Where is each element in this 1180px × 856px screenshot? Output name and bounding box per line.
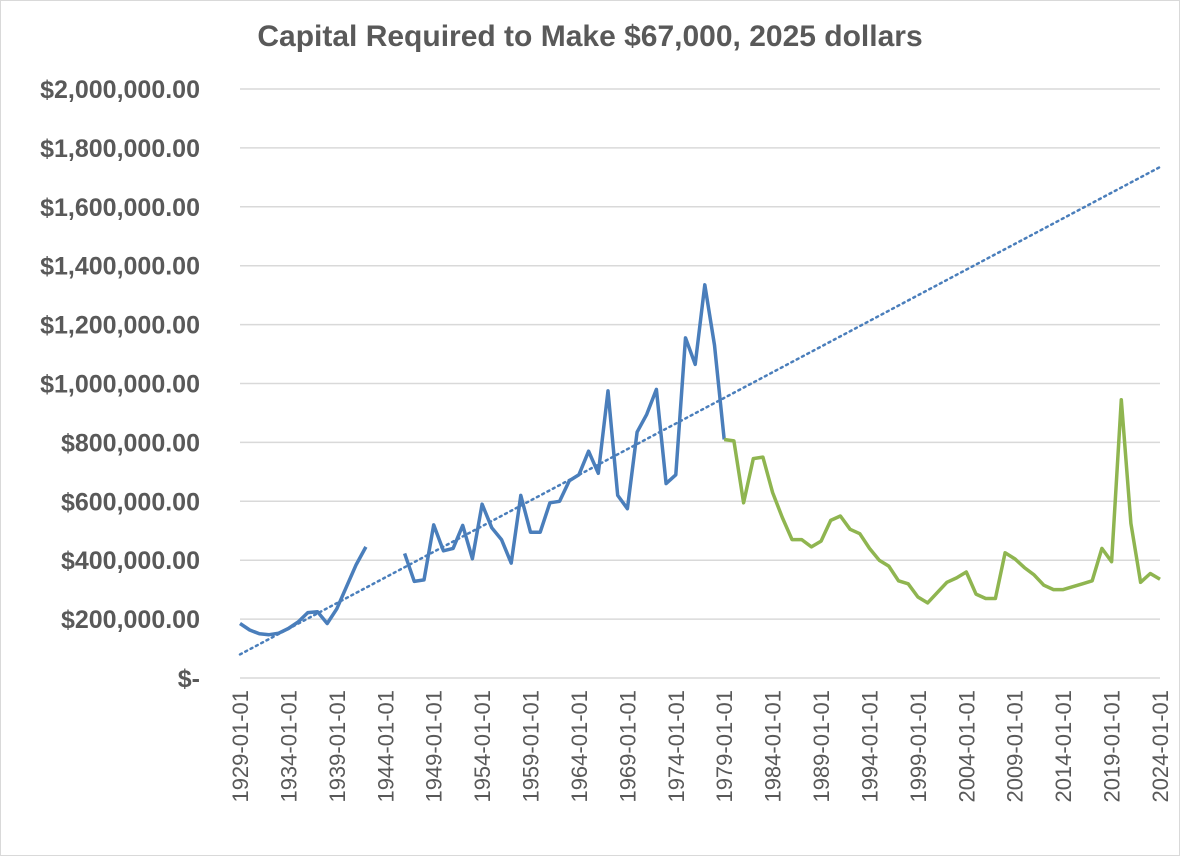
x-tick-label: 1939-01-01 <box>325 690 350 803</box>
y-tick-label: $400,000.00 <box>61 547 200 575</box>
y-tick-label: $600,000.00 <box>61 488 200 516</box>
x-tick-label: 1949-01-01 <box>422 690 447 803</box>
x-tick-label: 1954-01-01 <box>470 690 495 803</box>
y-tick-label: $2,000,000.00 <box>40 76 200 104</box>
x-tick-label: 1934-01-01 <box>276 690 301 803</box>
x-tick-label: 1994-01-01 <box>857 690 882 803</box>
x-tick-label: 1989-01-01 <box>809 690 834 803</box>
x-tick-label: 1999-01-01 <box>906 690 931 803</box>
x-tick-label: 2004-01-01 <box>954 690 979 803</box>
y-tick-label: $800,000.00 <box>61 429 200 457</box>
y-tick-label: $200,000.00 <box>61 606 200 634</box>
x-tick-label: 1959-01-01 <box>519 690 544 803</box>
y-tick-label: $1,600,000.00 <box>40 194 200 222</box>
x-tick-label: 2019-01-01 <box>1100 690 1125 803</box>
y-tick-label: $1,800,000.00 <box>40 135 200 163</box>
x-tick-label: 2014-01-01 <box>1051 690 1076 803</box>
series-line-late <box>723 397 1161 605</box>
y-tick-label: $- <box>178 665 200 693</box>
y-tick-label: $1,000,000.00 <box>40 371 200 399</box>
x-tick-label: 1944-01-01 <box>373 690 398 803</box>
trendline <box>238 165 1162 656</box>
x-tick-label: 1979-01-01 <box>712 690 737 803</box>
y-tick-label: $1,400,000.00 <box>40 253 200 281</box>
x-tick-label: 1929-01-01 <box>228 690 253 803</box>
x-tick-label: 2024-01-01 <box>1148 690 1173 803</box>
series-line-early <box>239 283 726 637</box>
chart-title: Capital Required to Make $67,000, 2025 d… <box>257 20 923 53</box>
x-tick-label: 1964-01-01 <box>567 690 592 803</box>
x-tick-label: 1984-01-01 <box>761 690 786 803</box>
x-tick-label: 1969-01-01 <box>615 690 640 803</box>
y-tick-label: $1,200,000.00 <box>40 312 200 340</box>
x-tick-label: 1974-01-01 <box>664 690 689 803</box>
x-tick-label: 2009-01-01 <box>1003 690 1028 803</box>
